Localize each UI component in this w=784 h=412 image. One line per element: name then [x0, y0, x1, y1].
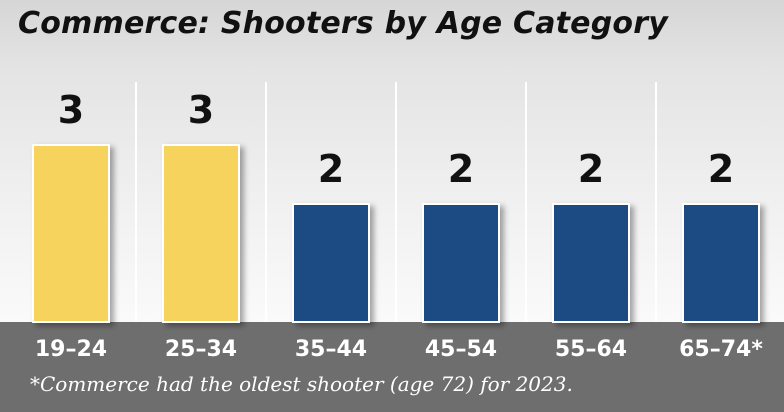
x-tick-label: 65–74* — [679, 337, 763, 362]
x-tick-label: 19–24 — [35, 337, 107, 362]
x-tick-label: 35–44 — [295, 337, 367, 362]
data-label: 3 — [58, 88, 84, 132]
bar-3 — [292, 203, 370, 323]
x-tick-label: 45–54 — [425, 337, 497, 362]
data-label: 2 — [578, 147, 604, 191]
x-tick-label: 55–64 — [555, 337, 627, 362]
axis-band — [0, 322, 784, 412]
bar-2 — [162, 144, 240, 323]
bar-1 — [32, 144, 110, 323]
chart-footnote: *Commerce had the oldest shooter (age 72… — [30, 372, 573, 396]
chart-title: Commerce: Shooters by Age Category — [18, 6, 668, 41]
bar-6 — [682, 203, 760, 323]
data-label: 2 — [448, 147, 474, 191]
x-tick-label: 25–34 — [165, 337, 237, 362]
data-label: 3 — [188, 88, 214, 132]
data-label: 2 — [318, 147, 344, 191]
bar-4 — [422, 203, 500, 323]
bar-5 — [552, 203, 630, 323]
data-label: 2 — [708, 147, 734, 191]
